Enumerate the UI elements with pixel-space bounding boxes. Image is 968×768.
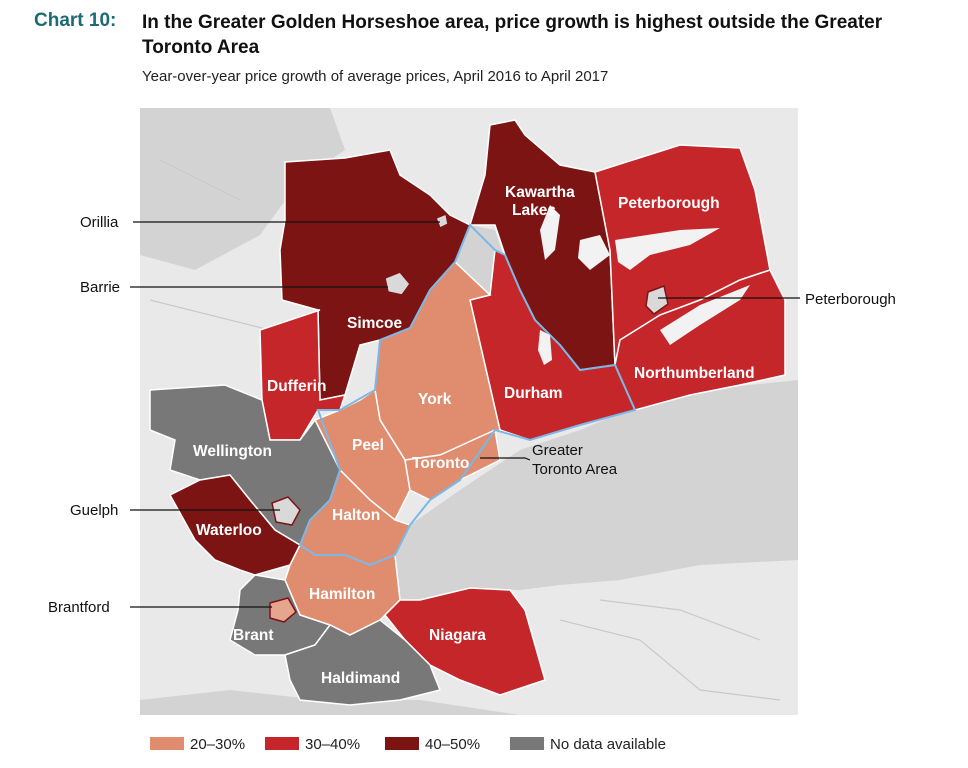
chart-title: In the Greater Golden Horseshoe area, pr… [142,12,883,58]
region-label-hamilton: Hamilton [309,586,375,603]
basemap-georgian-bay [140,108,345,270]
region-label-peterborough: Peterborough [618,195,720,212]
region-label-niagara: Niagara [429,627,486,644]
region-label-kawartha: Kawartha [505,184,575,201]
legend-item-40-50: 40–50% [385,736,480,753]
region-label-haldimand: Haldimand [321,670,400,687]
gta-boundary [298,223,637,567]
callout-leaders [130,221,800,608]
inland-lakes [538,205,750,365]
callout-orillia: Orillia [80,214,119,231]
region-label-york: York [418,391,452,408]
city-outline-guelph [271,496,301,526]
region-label-durham: Durham [504,385,563,402]
region-label-northumberland: Northumberland [634,365,755,382]
city-outline-peterborough [645,284,669,315]
callout-barrie: Barrie [80,279,120,296]
region-haldimand[interactable] [284,619,442,706]
region-toronto[interactable] [404,428,501,501]
legend-swatch [510,737,544,750]
region-label-halton: Halton [332,507,380,524]
legend-item-no-data: No data available [510,736,666,753]
region-label-simcoe: Simcoe [347,315,403,332]
callout-gta-line1: Greater [532,442,583,459]
legend-swatch [385,737,419,750]
legend-item-30-40: 30–40% [265,736,360,753]
region-label-waterloo: Waterloo [196,522,262,539]
city-outline-orillia [435,212,449,230]
callout-brantford: Brantford [48,599,110,616]
legend-label: 20–30% [190,736,246,753]
legend-label: No data available [550,736,666,753]
legend-label: 30–40% [305,736,361,753]
chart-number: Chart 10: [34,10,117,31]
city-outline-barrie [384,271,411,296]
chart-subtitle: Year-over-year price growth of average p… [142,68,609,85]
region-label-dufferin: Dufferin [267,378,326,395]
region-label-wellington: Wellington [193,443,272,460]
callout-peterborough: Peterborough [805,291,896,308]
city-outline-brantford [269,597,297,623]
region-label-lakes: Lakes [512,202,556,219]
legend-label: 40–50% [425,736,481,753]
region-northumberland[interactable] [614,269,786,411]
callout-gta-line2: Toronto Area [532,461,618,478]
basemap-lake-ontario [390,380,798,600]
legend-item-20-30: 20–30% [150,736,245,753]
region-label-brant: Brant [233,627,273,644]
legend-swatch [150,737,184,750]
legend-swatch [265,737,299,750]
region-label-peel: Peel [352,437,384,454]
region-label-toronto: Toronto [412,455,469,472]
callout-guelph: Guelph [70,502,118,519]
